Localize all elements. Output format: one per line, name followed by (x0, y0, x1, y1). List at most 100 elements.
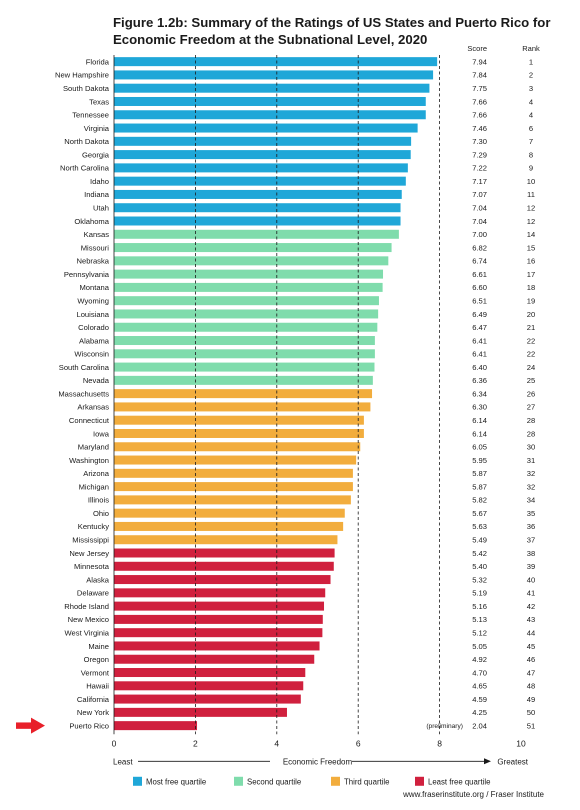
bar (114, 707, 287, 717)
bar (114, 96, 426, 106)
bar (114, 229, 399, 239)
score-label: 7.94 (472, 57, 487, 66)
x-tick-label: 6 (356, 738, 361, 748)
bar (114, 694, 301, 704)
rank-label: 39 (527, 562, 535, 571)
score-label: 2.04 (472, 721, 487, 730)
bar (114, 136, 412, 146)
rank-label: 32 (527, 469, 535, 478)
score-label: 5.42 (472, 549, 487, 558)
bar (114, 269, 384, 279)
bar (114, 548, 335, 558)
bar (114, 70, 434, 80)
rank-label: 46 (527, 655, 535, 664)
state-label: New Mexico (68, 615, 109, 624)
bar (114, 628, 323, 638)
score-label: 7.00 (472, 230, 487, 239)
score-label: 5.63 (472, 522, 487, 531)
score-label: 5.19 (472, 589, 487, 598)
x-tick-label: 4 (274, 738, 279, 748)
bar (114, 654, 315, 664)
rank-label: 8 (529, 150, 533, 159)
state-label: New Hampshire (55, 71, 109, 80)
score-label: 7.84 (472, 71, 487, 80)
bar (114, 575, 331, 585)
score-label: 6.61 (472, 270, 487, 279)
score-label: 5.32 (472, 575, 487, 584)
rank-label: 10 (527, 177, 535, 186)
score-label: 6.51 (472, 296, 487, 305)
rank-label: 19 (527, 296, 535, 305)
axis-greatest-label: Greatest (497, 757, 528, 766)
rank-label: 28 (527, 416, 535, 425)
rank-label: 4 (529, 97, 533, 106)
state-label: Minnesota (74, 562, 110, 571)
bar (114, 362, 375, 372)
score-label: 6.30 (472, 403, 487, 412)
rank-label: 44 (527, 628, 535, 637)
x-axis-title: Economic Freedom (283, 757, 353, 766)
state-label: Vermont (81, 668, 110, 677)
preliminary-note: (preliminary) (426, 723, 463, 730)
highlight-arrow-head (31, 717, 45, 734)
rank-label: 26 (527, 389, 535, 398)
bar (114, 163, 408, 173)
legend-swatch (415, 776, 424, 786)
state-label: Nebraska (77, 257, 110, 266)
bar (114, 243, 392, 253)
rank-label: 34 (527, 496, 535, 505)
rank-label: 6 (529, 124, 533, 133)
legend-swatch (133, 776, 142, 786)
state-label: Wisconsin (74, 350, 109, 359)
score-label: 6.40 (472, 363, 487, 372)
bar (114, 588, 326, 598)
bar (114, 123, 418, 133)
state-label: Ohio (93, 509, 109, 518)
state-label: North Carolina (60, 164, 110, 173)
score-label: 7.04 (472, 217, 487, 226)
bar (114, 521, 344, 531)
rank-label: 18 (527, 283, 535, 292)
rank-label: 20 (527, 310, 535, 319)
state-label: Iowa (93, 429, 110, 438)
rank-label: 42 (527, 602, 535, 611)
bar (114, 176, 406, 186)
score-label: 7.30 (472, 137, 487, 146)
rank-label: 31 (527, 456, 535, 465)
legend-label: Second quartile (247, 777, 301, 786)
bar (114, 216, 401, 226)
score-label: 5.82 (472, 496, 487, 505)
rank-label: 30 (527, 443, 535, 452)
rank-label: 12 (527, 217, 535, 226)
rank-label: 50 (527, 708, 535, 717)
x-tick-label: 2 (193, 738, 198, 748)
chart-title: Figure 1.2b: Summary of the Ratings of U… (113, 15, 551, 47)
score-label: 5.87 (472, 482, 487, 491)
score-label: 4.25 (472, 708, 487, 717)
rank-label: 45 (527, 642, 535, 651)
state-label: New York (77, 708, 109, 717)
state-label: Georgia (82, 150, 110, 159)
state-label: Nevada (83, 376, 110, 385)
score-label: 6.74 (472, 257, 487, 266)
rank-label: 40 (527, 575, 535, 584)
bar (114, 455, 357, 465)
state-label: Connecticut (69, 416, 110, 425)
rank-label: 32 (527, 482, 535, 491)
score-label: 4.70 (472, 668, 487, 677)
source-text: www.fraserinstitute.org / Fraser Institu… (402, 790, 544, 799)
x-tick-label: 10 (516, 738, 526, 748)
score-label: 5.16 (472, 602, 487, 611)
state-label: Utah (93, 204, 109, 213)
rank-label: 22 (527, 350, 535, 359)
score-label: 6.14 (472, 416, 487, 425)
score-label: 6.14 (472, 429, 487, 438)
score-label: 5.49 (472, 536, 487, 545)
rank-label: 47 (527, 668, 535, 677)
bar (114, 508, 345, 518)
state-label: Indiana (84, 190, 110, 199)
state-label: Delaware (77, 589, 109, 598)
bar (114, 375, 373, 385)
